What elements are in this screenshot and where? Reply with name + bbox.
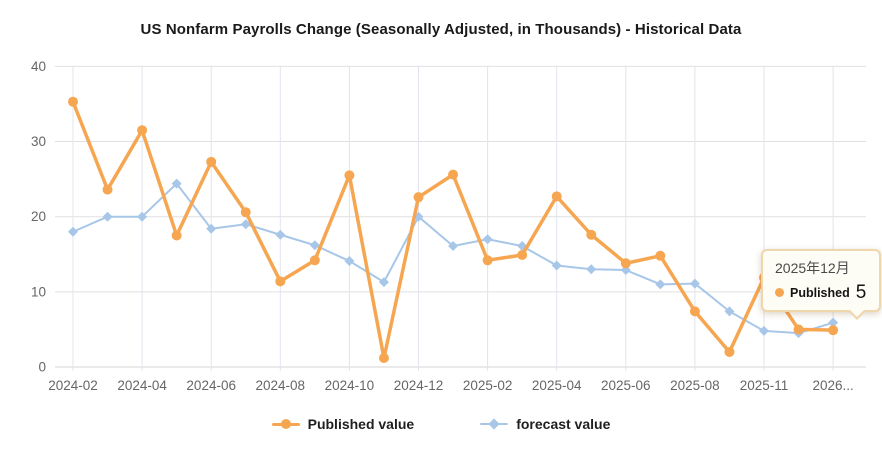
x-tick-label: 2025-06 [601, 378, 651, 393]
published-point[interactable] [448, 169, 459, 180]
chart-tooltip: 2025年12月 Published 5 [761, 249, 882, 320]
published-point[interactable] [482, 255, 493, 266]
x-tick-label: 2025-11 [740, 378, 789, 393]
published-point[interactable] [275, 276, 286, 287]
forecast-point[interactable] [828, 317, 839, 328]
published-point[interactable] [413, 192, 424, 203]
legend-label-published: Published value [307, 416, 415, 432]
published-legend-marker-icon [271, 418, 300, 430]
forecast-point[interactable] [586, 264, 597, 275]
forecast-point[interactable] [171, 178, 182, 189]
forecast-point[interactable] [689, 278, 700, 289]
y-tick-label: 30 [31, 134, 46, 149]
published-point[interactable] [620, 258, 631, 269]
x-tick-label: 2026... [812, 378, 853, 393]
published-point[interactable] [309, 255, 320, 266]
x-tick-label: 2025-02 [463, 378, 513, 393]
tooltip-value: 5 [855, 282, 867, 303]
chart-plot-area[interactable]: 0 10 20 30 40 2024-02 2024-04 2024-06 2024-08 202… [0, 46, 882, 418]
y-tick-label: 0 [38, 360, 46, 375]
forecast-point[interactable] [137, 211, 148, 222]
forecast-point[interactable] [344, 256, 355, 267]
y-tick-label: 10 [31, 284, 46, 299]
published-point[interactable] [828, 325, 839, 336]
forecast-line [72, 182, 835, 335]
published-point[interactable] [517, 250, 528, 261]
x-tick-label: 2025-04 [532, 378, 582, 393]
forecast-point[interactable] [206, 223, 217, 234]
published-point[interactable] [68, 96, 78, 107]
legend-label-forecast: forecast value [516, 416, 611, 432]
x-tick-label: 2024-02 [48, 378, 98, 393]
published-point[interactable] [378, 352, 389, 363]
chart-legend: Published value forecast value [0, 416, 882, 432]
forecast-point[interactable] [240, 219, 251, 230]
published-legend-dot [280, 419, 291, 429]
x-tick-label: 2024-04 [117, 378, 167, 393]
tooltip-series-label: Published [790, 285, 850, 300]
tooltip-series-row: Published 5 [775, 283, 866, 302]
published-point[interactable] [206, 156, 217, 167]
published-line [71, 99, 835, 360]
published-point[interactable] [689, 306, 700, 317]
y-tick-label: 40 [31, 59, 46, 74]
x-tick-label: 2024-10 [325, 378, 375, 393]
forecast-point[interactable] [378, 277, 389, 288]
forecast-point[interactable] [68, 226, 78, 237]
published-point[interactable] [586, 229, 597, 240]
forecast-legend-marker-icon [480, 418, 509, 430]
published-point[interactable] [551, 191, 562, 202]
legend-item-forecast[interactable]: forecast value [480, 416, 610, 432]
forecast-legend-diamond [488, 418, 500, 430]
chart-title: US Nonfarm Payrolls Change (Seasonally A… [140, 21, 742, 38]
forecast-point[interactable] [759, 325, 769, 336]
published-point[interactable] [171, 230, 182, 241]
published-point[interactable] [137, 125, 148, 136]
forecast-point[interactable] [448, 241, 459, 252]
x-tick-label: 2024-08 [256, 378, 306, 393]
y-tick-label: 20 [31, 209, 46, 224]
published-point[interactable] [344, 170, 355, 181]
forecast-point[interactable] [309, 240, 320, 251]
forecast-point[interactable] [482, 234, 493, 245]
forecast-point[interactable] [655, 279, 666, 290]
legend-item-published[interactable]: Published value [271, 416, 415, 432]
published-point[interactable] [102, 184, 113, 195]
x-tick-label: 2024-12 [394, 378, 444, 393]
published-point[interactable] [793, 324, 804, 335]
published-point[interactable] [655, 250, 666, 261]
forecast-point[interactable] [275, 229, 286, 240]
published-point[interactable] [724, 346, 735, 357]
published-point[interactable] [240, 207, 251, 218]
x-tick-label: 2024-06 [186, 378, 236, 393]
forecast-point[interactable] [102, 211, 113, 222]
forecast-point[interactable] [724, 306, 735, 317]
forecast-point[interactable] [551, 260, 562, 271]
tooltip-date: 2025年12月 [775, 260, 850, 276]
x-tick-label: 2025-08 [670, 378, 720, 393]
published-series-dot-icon [775, 288, 784, 297]
